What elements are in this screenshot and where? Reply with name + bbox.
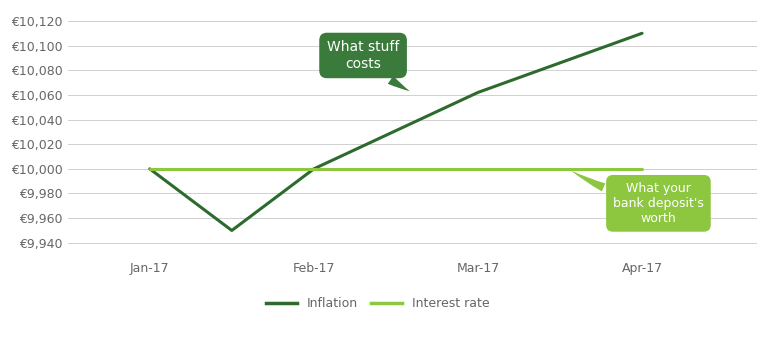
Text: What stuff
costs: What stuff costs (327, 40, 410, 91)
Text: What your
bank deposit's
worth: What your bank deposit's worth (571, 170, 704, 225)
Legend: Inflation, Interest rate: Inflation, Interest rate (261, 292, 495, 315)
